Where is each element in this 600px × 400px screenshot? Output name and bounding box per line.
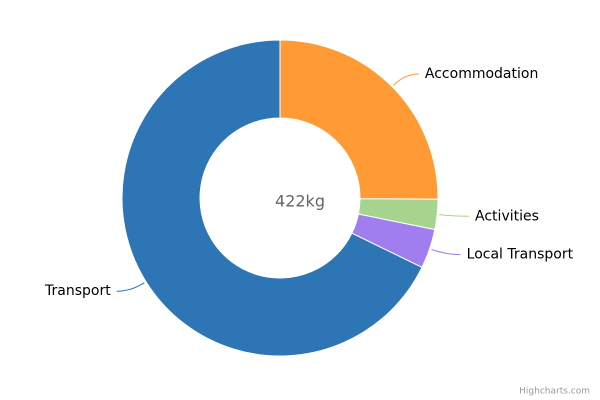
slice bbox=[351, 213, 436, 268]
leader-line bbox=[393, 73, 419, 86]
slice bbox=[279, 39, 439, 200]
slice-label: Activities bbox=[475, 208, 539, 224]
slice-label: Local Transport bbox=[467, 247, 574, 263]
slice bbox=[357, 198, 439, 231]
slice bbox=[121, 39, 423, 357]
credits[interactable]: Highcharts.com bbox=[519, 387, 590, 397]
leader-line bbox=[431, 249, 461, 256]
leader-line bbox=[439, 214, 470, 217]
slice-label: Transport bbox=[44, 283, 111, 299]
leader-line bbox=[116, 282, 145, 292]
slice-label: Accommodation bbox=[425, 66, 538, 82]
center-label: 422kg bbox=[275, 192, 325, 211]
